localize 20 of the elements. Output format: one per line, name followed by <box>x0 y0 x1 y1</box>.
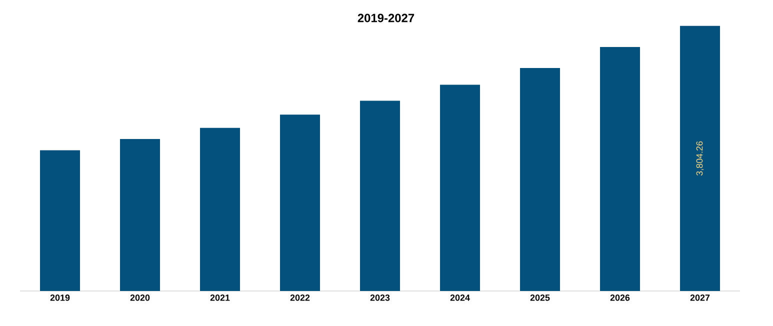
x-tick-label: 2026 <box>610 294 630 301</box>
bar <box>200 128 240 291</box>
bar <box>360 100 400 291</box>
x-tick-label: 2022 <box>290 294 310 301</box>
bar <box>280 114 320 291</box>
x-tick-label: 2027 <box>690 294 710 301</box>
bar <box>680 26 720 291</box>
x-tick-label: 2023 <box>370 294 390 301</box>
bar <box>40 150 80 291</box>
bar <box>600 47 640 291</box>
data-label: 3,804.26 <box>696 141 704 176</box>
x-tick-label: 2025 <box>530 294 550 301</box>
x-tick-label: 2021 <box>210 294 230 301</box>
bar <box>520 68 560 291</box>
x-tick-label: 2019 <box>50 294 70 301</box>
bar <box>440 84 480 291</box>
bar <box>120 139 160 291</box>
x-tick-label: 2024 <box>450 294 470 301</box>
chart-title: 2019-2027 <box>358 14 414 22</box>
x-tick-label: 2020 <box>130 294 150 301</box>
